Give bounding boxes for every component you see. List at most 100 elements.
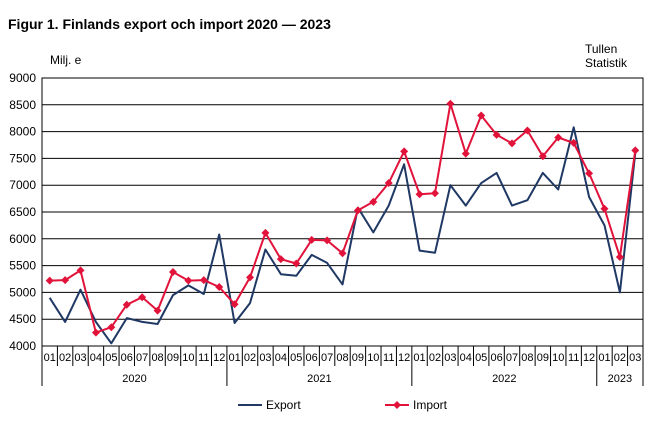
y-tick-label: 8000 <box>9 125 36 139</box>
x-tick-label: 05 <box>105 352 117 364</box>
x-tick-label: 02 <box>244 352 256 364</box>
y-axis-unit-label: Milj. e <box>50 53 82 67</box>
data-point-import <box>538 152 547 161</box>
data-point-import <box>122 300 131 309</box>
data-point-import <box>61 276 70 285</box>
year-label: 2021 <box>307 373 331 385</box>
data-point-import <box>353 206 362 215</box>
x-tick-label: 03 <box>444 352 456 364</box>
x-tick-label: 03 <box>74 352 86 364</box>
data-point-import <box>168 268 177 277</box>
data-point-import <box>615 253 624 262</box>
series-line-export <box>48 126 637 345</box>
series-layer <box>45 99 640 345</box>
data-point-import <box>430 189 439 198</box>
x-tick-label: 12 <box>398 352 410 364</box>
x-tick-label: 11 <box>198 352 209 364</box>
data-point-import <box>415 190 424 199</box>
x-tick-label: 12 <box>583 352 595 364</box>
y-tick-label: 6500 <box>9 205 36 219</box>
x-tick-label: 04 <box>460 352 472 364</box>
x-tick-label: 05 <box>290 352 302 364</box>
x-tick-label: 10 <box>367 352 379 364</box>
data-point-import <box>215 283 224 292</box>
x-tick-label: 03 <box>259 352 271 364</box>
y-tick-label: 4500 <box>9 312 36 326</box>
data-point-import <box>153 306 162 315</box>
x-tick-label: 09 <box>167 352 179 364</box>
legend: Export Import <box>238 398 448 412</box>
x-tick-label: 06 <box>490 352 502 364</box>
x-tick-label: 06 <box>121 352 133 364</box>
data-point-import <box>45 276 54 285</box>
data-point-import <box>276 255 285 264</box>
x-tick-label: 08 <box>336 352 348 364</box>
x-tick-label: 09 <box>537 352 549 364</box>
data-point-import <box>199 276 208 285</box>
x-tick-label: 01 <box>44 352 56 364</box>
x-tick-label: 04 <box>90 352 102 364</box>
data-point-import <box>400 147 409 156</box>
data-point-import <box>307 235 316 244</box>
gridlines <box>42 104 643 320</box>
data-point-import <box>369 197 378 206</box>
x-tick-label: 01 <box>598 352 610 364</box>
x-tick-label: 07 <box>321 352 333 364</box>
x-tick-label: 05 <box>475 352 487 364</box>
data-point-import <box>91 328 100 337</box>
data-point-import <box>492 130 501 139</box>
y-tick-label: 7000 <box>9 178 36 192</box>
data-point-import <box>184 276 193 285</box>
legend-marker-import <box>393 401 401 409</box>
data-point-import <box>508 139 517 148</box>
data-point-import <box>138 293 147 302</box>
y-tick-label: 4000 <box>9 339 36 353</box>
x-tick-label: 10 <box>552 352 564 364</box>
legend-label-export: Export <box>266 398 301 412</box>
x-tick-label: 01 <box>229 352 241 364</box>
y-tick-label: 9000 <box>9 71 36 85</box>
data-point-import <box>600 204 609 213</box>
x-tick-label: 02 <box>59 352 71 364</box>
chart-title: Figur 1. Finlands export och import 2020… <box>8 16 331 32</box>
x-tick-label: 07 <box>136 352 148 364</box>
data-point-import <box>569 138 578 147</box>
y-tick-label: 5500 <box>9 259 36 273</box>
y-tick-label: 5000 <box>9 285 36 299</box>
x-tick-label: 12 <box>213 352 225 364</box>
data-point-import <box>246 273 255 282</box>
data-point-import <box>292 259 301 268</box>
y-tick-label: 6000 <box>9 232 36 246</box>
x-tick-label: 06 <box>306 352 318 364</box>
x-tick-label: 04 <box>275 352 287 364</box>
x-tick-label: 08 <box>521 352 533 364</box>
source-label: Tullen Statistik <box>585 42 627 70</box>
data-point-import <box>477 111 486 120</box>
data-point-import <box>261 228 270 237</box>
x-tick-label: 02 <box>429 352 441 364</box>
source-line-2: Statistik <box>585 56 628 70</box>
y-tick-label: 8500 <box>9 98 36 112</box>
data-point-import <box>631 146 640 155</box>
x-tick-label: 01 <box>413 352 425 364</box>
x-tick-label: 09 <box>352 352 364 364</box>
data-point-import <box>554 133 563 142</box>
data-point-import <box>384 179 393 188</box>
data-point-import <box>461 149 470 158</box>
y-tick-label: 7500 <box>9 151 36 165</box>
data-point-import <box>230 300 239 309</box>
year-label: 2023 <box>608 373 632 385</box>
data-point-import <box>585 169 594 178</box>
data-point-import <box>107 323 116 332</box>
data-point-import <box>446 99 455 108</box>
legend-label-import: Import <box>413 398 448 412</box>
year-label: 2022 <box>492 373 516 385</box>
x-tick-label: 08 <box>151 352 163 364</box>
y-axis-ticks: 4000 4500 5000 5500 6000 6500 7000 7500 8000 8500… <box>9 71 36 353</box>
data-point-import <box>76 266 85 275</box>
x-tick-label: 11 <box>383 352 394 364</box>
x-tick-label: 10 <box>182 352 194 364</box>
data-point-import <box>323 236 332 245</box>
x-tick-label: 03 <box>629 352 641 364</box>
